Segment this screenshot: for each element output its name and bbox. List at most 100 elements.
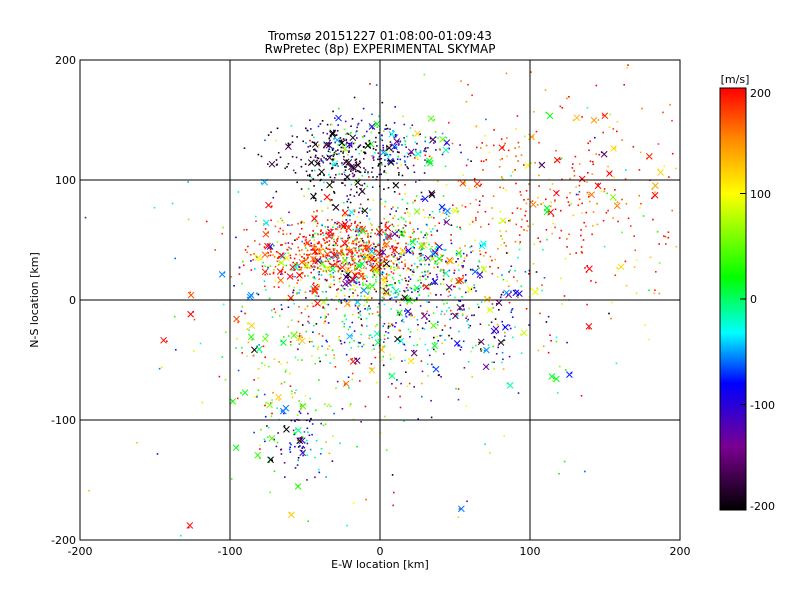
data-point-dot	[365, 275, 367, 277]
data-point-dot	[414, 238, 417, 240]
data-point-dot	[333, 151, 336, 154]
data-point-dot	[409, 297, 412, 300]
data-point-dot	[501, 157, 503, 160]
data-point-dot	[382, 147, 385, 149]
data-point-dot	[585, 225, 587, 228]
data-point-cross	[324, 250, 331, 258]
data-point-dot	[363, 135, 366, 137]
data-point-dot	[322, 132, 325, 134]
data-point-dot	[448, 269, 451, 272]
data-point-cross	[432, 365, 440, 373]
data-point-dot	[406, 300, 408, 303]
data-point-dot	[342, 150, 345, 153]
data-point-dot	[416, 156, 418, 159]
data-point-dot	[384, 223, 387, 226]
data-point-dot	[331, 349, 334, 352]
data-point-dot	[328, 452, 331, 455]
data-point-dot	[625, 202, 628, 205]
data-point-cross	[438, 203, 446, 211]
data-point-dot	[294, 356, 297, 359]
data-point-dot	[417, 418, 419, 420]
data-point-dot	[273, 308, 275, 310]
data-point-dot	[581, 116, 583, 118]
data-point-dot	[331, 236, 334, 239]
data-point-dot	[304, 404, 306, 406]
data-point-dot	[330, 228, 332, 231]
data-point-dot	[477, 211, 479, 213]
data-point-dot	[514, 147, 516, 149]
data-point-dot	[383, 297, 385, 300]
data-point-dot	[394, 134, 397, 136]
data-point-dot	[354, 222, 356, 224]
data-point-dot	[347, 239, 349, 241]
data-point-dot	[403, 137, 405, 139]
data-point-dot	[559, 105, 562, 108]
data-point-dot	[296, 238, 299, 241]
data-point-dot	[296, 136, 298, 138]
data-point-dot	[240, 310, 243, 313]
data-point-dot	[440, 283, 442, 285]
data-point-dot	[459, 247, 461, 249]
data-point-dot	[404, 310, 406, 312]
data-point-cross	[414, 150, 422, 158]
data-point-dot	[433, 348, 435, 351]
data-point-dot	[380, 162, 383, 164]
data-point-dot	[442, 278, 445, 281]
data-point-dot	[435, 246, 438, 248]
data-point-cross	[348, 208, 355, 216]
data-point-dot	[473, 286, 476, 289]
data-point-dot	[305, 297, 307, 299]
data-point-dot	[575, 252, 577, 254]
data-point-dot	[322, 270, 325, 272]
data-point-dot	[301, 256, 303, 258]
data-point-dot	[304, 395, 307, 397]
data-point-cross	[473, 180, 481, 188]
data-point-dot	[269, 254, 272, 257]
data-point-dot	[457, 344, 459, 347]
data-point-dot	[318, 273, 320, 276]
data-point-cross	[553, 189, 560, 197]
data-point-dot	[409, 212, 411, 215]
data-point-dot	[309, 397, 311, 400]
data-point-dot	[330, 265, 333, 268]
data-point-dot	[306, 427, 309, 430]
data-point-dot	[409, 269, 412, 271]
data-point-dot	[428, 243, 430, 246]
data-point-dot	[489, 255, 492, 258]
data-point-dot	[366, 309, 369, 311]
data-point-dot	[667, 236, 670, 239]
data-point-dot	[332, 159, 335, 161]
data-point-dot	[289, 257, 292, 259]
data-point-dot	[367, 260, 370, 262]
data-point-dot	[402, 227, 404, 230]
data-point-dot	[459, 288, 461, 290]
data-point-dot	[535, 271, 538, 273]
data-point-dot	[423, 73, 426, 76]
data-point-dot	[343, 201, 345, 204]
data-point-dot	[324, 226, 327, 228]
data-point-dot	[394, 296, 396, 299]
data-point-dot	[338, 280, 341, 283]
data-point-dot	[537, 237, 539, 239]
data-point-dot	[237, 321, 239, 324]
data-point-dot	[368, 239, 370, 242]
data-point-dot	[382, 364, 385, 367]
data-point-dot	[538, 141, 540, 144]
data-point-dot	[342, 253, 344, 255]
data-point-dot	[337, 144, 340, 146]
data-point-dot	[314, 154, 317, 157]
data-point-dot	[290, 319, 293, 321]
data-point-dot	[357, 231, 359, 234]
data-point-dot	[280, 453, 283, 455]
data-point-dot	[584, 267, 586, 269]
data-point-dot	[378, 302, 380, 305]
data-point-dot	[345, 318, 347, 321]
data-point-dot	[355, 131, 357, 134]
data-point-dot	[222, 226, 224, 229]
data-point-dot	[516, 280, 519, 282]
data-point-dot	[405, 371, 407, 373]
data-point-dot	[363, 304, 366, 307]
data-point-dot	[287, 306, 290, 308]
data-point-dot	[393, 122, 396, 124]
data-point-dot	[270, 415, 273, 417]
